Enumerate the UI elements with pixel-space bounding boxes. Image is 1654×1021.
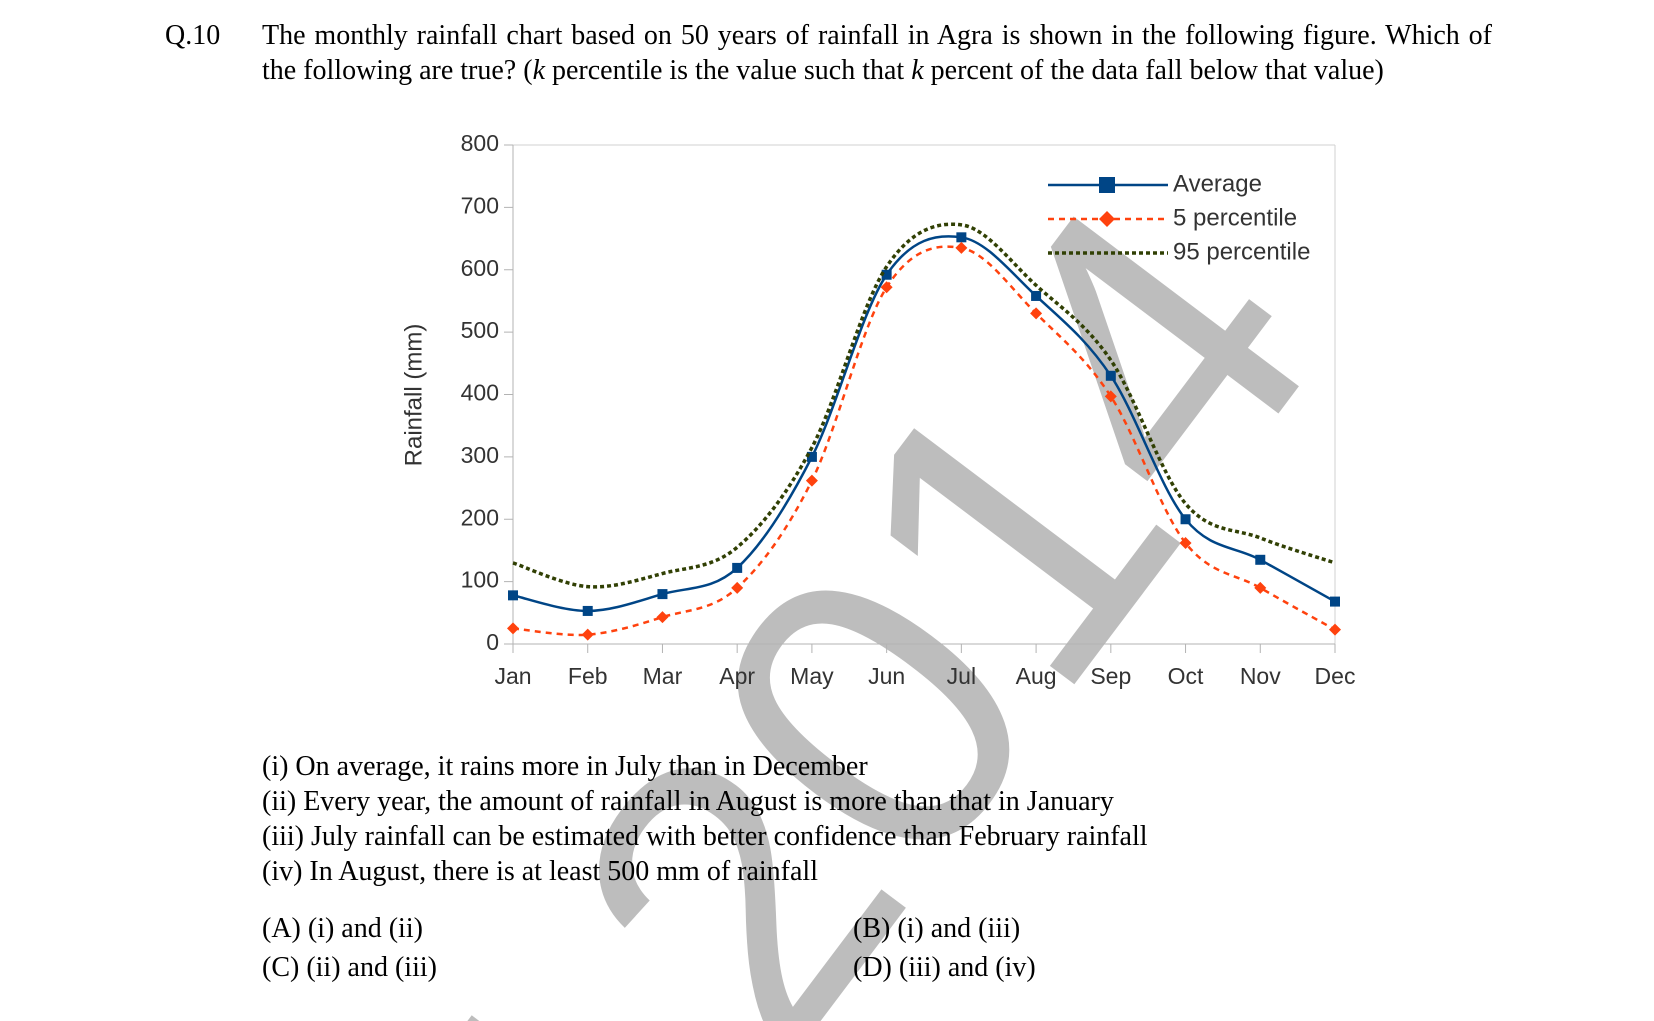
question-part: k xyxy=(532,55,545,86)
marker xyxy=(1104,390,1117,403)
x-tick-label: Feb xyxy=(568,663,608,689)
marker xyxy=(731,581,744,594)
option: (C) (ii) and (iii) xyxy=(262,952,437,983)
x-tick-label: Oct xyxy=(1168,663,1204,689)
marker xyxy=(1031,290,1042,301)
series-line xyxy=(512,222,1336,589)
y-tick-label: 200 xyxy=(461,504,499,530)
y-tick-label: 800 xyxy=(461,130,499,156)
marker xyxy=(1255,554,1266,565)
legend-marker xyxy=(1099,211,1115,227)
legend-label: 95 percentile xyxy=(1173,238,1310,265)
marker xyxy=(508,590,518,601)
marker xyxy=(1180,514,1191,525)
marker xyxy=(657,589,668,600)
legend-label: 5 percentile xyxy=(1173,204,1297,231)
question-part: The monthly rainfall chart based on 50 y… xyxy=(262,20,1492,86)
legend-label: Average xyxy=(1173,170,1262,197)
x-tick-label: Jul xyxy=(947,663,976,689)
y-axis-title: Rainfall (mm) xyxy=(400,324,427,467)
x-tick-label: Jun xyxy=(868,663,905,689)
x-tick-label: Apr xyxy=(719,663,755,689)
marker xyxy=(881,269,892,280)
statement: (iv) In August, there is at least 500 mm… xyxy=(262,856,818,887)
marker xyxy=(1179,536,1192,549)
question-text: The monthly rainfall chart based on 50 y… xyxy=(262,18,1492,88)
series-line xyxy=(512,235,1336,613)
option: (A) (i) and (ii) xyxy=(262,913,423,944)
x-tick-label: Nov xyxy=(1240,663,1281,689)
legend-marker xyxy=(1099,177,1115,193)
x-tick-label: Jan xyxy=(494,663,531,689)
statement: (i) On average, it rains more in July th… xyxy=(262,751,868,782)
statement: (ii) Every year, the amount of rainfall … xyxy=(262,786,1114,817)
marker xyxy=(582,605,593,616)
question-part: percent of the data fall below that valu… xyxy=(923,55,1384,86)
marker xyxy=(1330,596,1340,607)
marker xyxy=(656,611,669,624)
marker xyxy=(956,232,967,243)
marker xyxy=(955,241,968,254)
y-tick-label: 100 xyxy=(461,567,499,593)
x-tick-label: Sep xyxy=(1090,663,1131,689)
x-tick-label: Aug xyxy=(1016,663,1057,689)
x-tick-label: May xyxy=(790,663,834,689)
y-tick-label: 0 xyxy=(486,629,499,655)
question-number: Q.10 xyxy=(165,20,221,51)
y-tick-label: 300 xyxy=(461,442,499,468)
marker xyxy=(880,281,893,294)
statement: (iii) July rainfall can be estimated wit… xyxy=(262,821,1148,852)
marker xyxy=(507,622,519,635)
y-tick-label: 700 xyxy=(461,192,499,218)
y-tick-label: 400 xyxy=(461,380,499,406)
marker xyxy=(732,562,743,573)
x-tick-label: Mar xyxy=(643,663,683,689)
y-tick-label: 500 xyxy=(461,317,499,343)
option: (D) (iii) and (iv) xyxy=(853,952,1036,983)
y-tick-label: 600 xyxy=(461,255,499,281)
marker xyxy=(806,451,817,462)
marker xyxy=(805,474,818,487)
question-part: k xyxy=(911,55,924,86)
x-tick-label: Dec xyxy=(1315,663,1356,689)
marker xyxy=(1105,370,1116,381)
option: (B) (i) and (iii) xyxy=(853,913,1021,944)
marker xyxy=(1329,623,1341,636)
series-line xyxy=(512,245,1336,637)
question-part: percentile is the value such that xyxy=(545,55,912,86)
marker xyxy=(1030,307,1043,320)
marker xyxy=(581,628,594,641)
marker xyxy=(1254,581,1267,594)
